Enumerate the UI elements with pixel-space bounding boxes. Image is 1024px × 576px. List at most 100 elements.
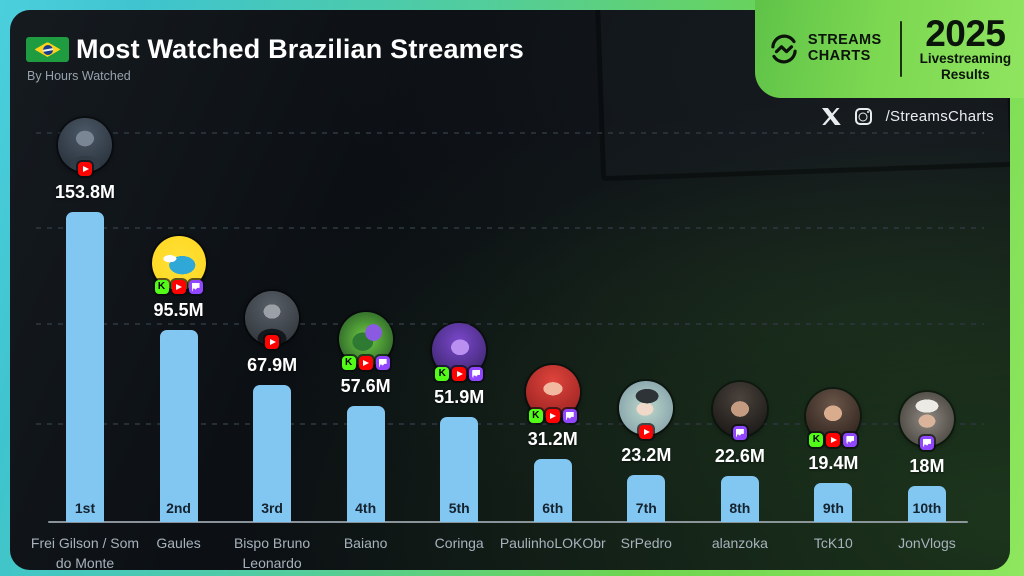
brand-panel: STREAMS CHARTS 2025 Livestreaming Result… [755, 0, 1024, 98]
youtube-icon [78, 162, 92, 176]
streamer-avatar [619, 381, 674, 439]
streamer-name: Gaules [156, 535, 201, 551]
platform-badges [265, 335, 280, 349]
bar: 8th [720, 476, 759, 522]
brand-tagline-line1: Livestreaming [919, 51, 1012, 67]
streamer-avatar [58, 118, 112, 176]
youtube-icon [452, 367, 467, 381]
streamer-name: Coringa [434, 535, 484, 551]
streamer-column: 23.2M 7th [588, 381, 704, 522]
gridline [36, 132, 984, 134]
streamer-column: 51.9M 5th [401, 323, 517, 522]
value-label: 23.2M [621, 445, 672, 465]
instagram-icon[interactable] [854, 108, 872, 125]
rank-label: 4th [355, 500, 377, 516]
streamer-avatar [712, 382, 767, 440]
youtube-icon [171, 280, 186, 294]
value-label: 67.9M [247, 355, 298, 375]
twitch-icon [188, 280, 203, 294]
streamer-avatar [899, 392, 954, 450]
rank-label: 2nd [166, 500, 191, 516]
platform-badges [341, 356, 390, 370]
rank-label: 6th [542, 500, 564, 516]
streamer-avatar [525, 365, 580, 423]
value-label: 51.9M [434, 387, 485, 407]
streamer-name: Frei Gilson / Som do Monte [30, 535, 140, 570]
platform-badges [154, 280, 203, 294]
streamer-column: 22.6M 8th [682, 382, 798, 522]
streamer-column: 67.9M 3rd [214, 291, 330, 522]
streamer-column: 153.8M 1st [27, 118, 143, 522]
page-subtitle: By Hours Watched [27, 69, 131, 83]
streamer-column: 31.2M 6th [495, 365, 611, 522]
brand-year: 2025 [925, 12, 1006, 54]
gridline [36, 227, 984, 229]
brand-divider [899, 21, 902, 77]
social-handle[interactable]: /StreamsCharts [885, 108, 994, 125]
youtube-icon [826, 433, 841, 447]
platform-badges [639, 425, 654, 439]
rank-label: 3rd [261, 500, 283, 516]
brand-year-group: 2025 Livestreaming Results [919, 12, 1012, 82]
streamer-avatar [245, 291, 300, 349]
gridline [36, 423, 984, 425]
platform-badges [528, 409, 577, 423]
value-label: 153.8M [54, 182, 116, 202]
value-label: 57.6M [340, 376, 391, 396]
bar: 1st [66, 212, 104, 522]
x-axis-line [48, 521, 968, 523]
streamer-name: TcK10 [813, 535, 853, 551]
brazil-flag-icon [26, 37, 69, 62]
streamer-avatar [151, 236, 206, 294]
youtube-icon [265, 335, 280, 349]
platform-badges [435, 367, 484, 381]
streamer-name: Baiano [343, 535, 388, 551]
twitch-icon [469, 367, 484, 381]
bar: 7th [627, 475, 666, 522]
youtube-icon [358, 356, 373, 370]
value-label: 19.4M [808, 453, 859, 473]
streamer-avatar [432, 323, 487, 381]
platform-badges [732, 426, 747, 440]
bar: 2nd [159, 330, 198, 522]
rank-label: 10th [912, 500, 942, 516]
brand-name: STREAMS CHARTS [807, 32, 882, 65]
kick-icon [809, 433, 824, 447]
x-icon[interactable] [821, 108, 841, 125]
youtube-icon [545, 409, 560, 423]
platform-badges [809, 433, 858, 447]
streamer-avatar [338, 312, 393, 370]
rank-label: 5th [448, 500, 470, 516]
brand-name-line2: CHARTS [807, 48, 871, 64]
kick-icon [341, 356, 356, 370]
gridline [36, 323, 984, 325]
brand-tagline-line2: Results [940, 66, 990, 82]
bar: 3rd [253, 385, 292, 522]
streams-charts-logo-icon [771, 34, 797, 64]
streamer-column: 18M 10th [869, 392, 985, 522]
value-label: 18M [909, 456, 945, 476]
bar: 4th [346, 406, 385, 522]
rank-label: 9th [822, 500, 844, 516]
value-label: 95.5M [153, 300, 204, 320]
social-row: /StreamsCharts [821, 108, 994, 125]
brand-logo-group: STREAMS CHARTS [768, 32, 882, 65]
streamer-name: JonVlogs [898, 535, 956, 551]
bar: 5th [440, 417, 479, 522]
rank-label: 1st [74, 500, 96, 516]
streamer-name: SrPedro [620, 535, 672, 551]
kick-icon [435, 367, 450, 381]
page-title: Most Watched Brazilian Streamers [76, 34, 525, 64]
streamer-name: Bispo Bruno Leonardo [233, 535, 311, 570]
kick-icon [528, 409, 543, 423]
twitch-icon [919, 436, 934, 450]
streamer-name: PaulinhoLOKObr [499, 535, 606, 551]
youtube-icon [639, 425, 654, 439]
streamer-column: 19.4M 9th [775, 389, 891, 522]
platform-badges [78, 162, 92, 176]
kick-icon [154, 280, 169, 294]
twitch-icon [562, 409, 577, 423]
value-label: 31.2M [527, 429, 578, 449]
twitch-icon [843, 433, 858, 447]
bar: 6th [533, 459, 572, 522]
